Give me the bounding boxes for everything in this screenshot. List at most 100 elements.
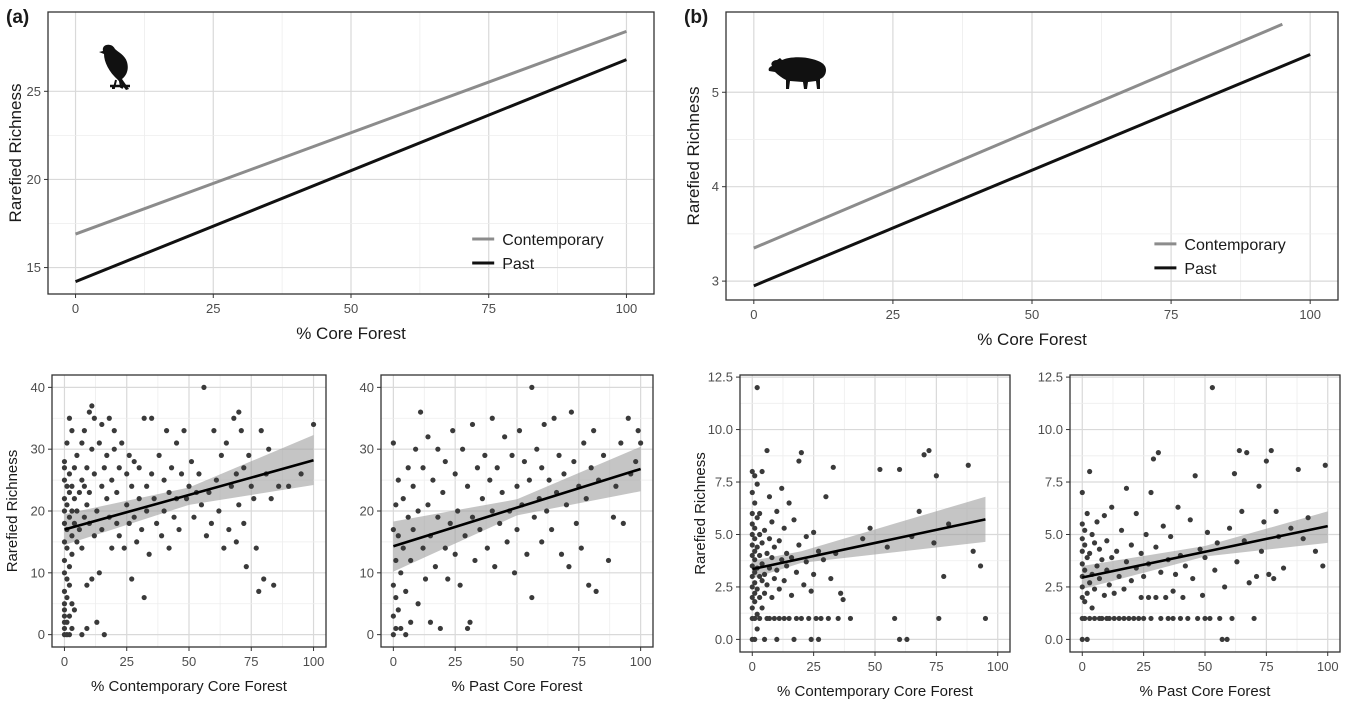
data-point-148 <box>233 539 239 545</box>
data-point-103 <box>828 575 834 582</box>
data-point-24 <box>413 446 419 452</box>
data-point-35 <box>757 594 763 601</box>
data-point-13 <box>398 570 404 576</box>
data-point-42 <box>759 561 765 567</box>
data-point-6 <box>1079 548 1085 554</box>
data-point-145 <box>228 483 234 489</box>
data-point-144 <box>226 526 232 533</box>
data-point-106 <box>835 615 841 622</box>
data-point-115 <box>1244 450 1250 456</box>
data-point-18 <box>405 514 411 520</box>
data-point-62 <box>484 545 490 551</box>
data-point-17 <box>403 588 409 594</box>
data-point-56 <box>469 421 476 428</box>
data-point-132 <box>196 471 202 477</box>
data-point-36 <box>757 573 763 580</box>
data-point-106 <box>144 483 150 489</box>
data-point-130 <box>982 615 989 622</box>
data-point-136 <box>206 489 212 496</box>
data-point-60 <box>771 615 777 622</box>
data-point-53 <box>81 514 87 520</box>
data-point-66 <box>776 615 782 622</box>
data-point-102 <box>825 615 831 622</box>
data-point-58 <box>84 502 90 508</box>
data-point-74 <box>99 526 105 533</box>
data-point-91 <box>806 615 812 622</box>
x-tick-label-2: 50 <box>1025 307 1039 322</box>
data-point-97 <box>815 636 822 643</box>
data-point-93 <box>1192 473 1198 479</box>
data-point-115 <box>613 483 619 489</box>
y-axis-title: Rarefied Richness <box>684 87 703 226</box>
data-point-98 <box>131 458 137 465</box>
data-point-95 <box>811 529 817 535</box>
data-point-67 <box>776 586 782 592</box>
data-point-89 <box>116 533 122 539</box>
data-point-37 <box>1101 512 1107 519</box>
data-point-6 <box>393 594 399 601</box>
data-point-130 <box>1295 466 1301 473</box>
data-point-96 <box>558 551 565 557</box>
data-point-77 <box>516 428 523 434</box>
chart-b-bottom-left: 0 25 50 75 100 0.0 2.5 5.0 7.5 10.0 12.5 % Contempo… <box>692 370 1011 700</box>
data-point-68 <box>497 520 503 526</box>
data-point-132 <box>1305 515 1311 521</box>
y-tick-label-1: 10 <box>360 565 374 580</box>
data-point-4 <box>390 440 396 446</box>
fit-line <box>64 459 314 531</box>
data-point-121 <box>635 428 641 434</box>
data-point-104 <box>141 415 147 421</box>
data-point-5 <box>393 625 399 632</box>
data-point-50 <box>79 545 85 551</box>
x-tick-label-0: 0 <box>390 654 397 669</box>
data-point-19 <box>405 465 411 471</box>
data-point-63 <box>89 576 95 582</box>
data-point-158 <box>253 545 259 551</box>
data-point-4 <box>749 584 755 590</box>
data-point-16 <box>752 599 758 605</box>
data-point-91 <box>1187 517 1193 523</box>
data-point-28 <box>66 564 73 570</box>
x-tick-label-2: 50 <box>182 654 196 669</box>
data-point-57 <box>769 594 775 601</box>
data-point-110 <box>593 588 599 594</box>
data-point-23 <box>1089 605 1095 611</box>
data-point-38 <box>69 483 75 489</box>
data-point-2 <box>390 582 396 588</box>
data-point-48 <box>1116 615 1122 622</box>
data-point-84 <box>796 542 802 548</box>
data-point-10 <box>749 521 755 527</box>
data-point-73 <box>509 452 515 458</box>
data-point-13 <box>1082 542 1088 548</box>
data-point-112 <box>1236 447 1242 454</box>
data-point-89 <box>803 559 809 565</box>
data-point-126 <box>1273 508 1279 515</box>
data-point-3 <box>1079 584 1085 590</box>
data-point-18 <box>752 580 758 586</box>
data-point-41 <box>71 520 78 526</box>
data-point-108 <box>588 465 594 471</box>
data-point-5 <box>1079 561 1085 567</box>
data-point-69 <box>1148 615 1154 622</box>
data-point-73 <box>1153 544 1159 550</box>
data-point-92 <box>808 636 814 643</box>
data-point-58 <box>769 554 775 561</box>
data-point-109 <box>1229 615 1235 622</box>
series-line-past <box>753 53 1311 288</box>
data-point-32 <box>1096 575 1103 582</box>
data-point-61 <box>482 452 488 458</box>
data-point-76 <box>101 632 107 638</box>
data-point-85 <box>1175 504 1181 510</box>
x-tick-label-4: 100 <box>1299 307 1321 322</box>
data-point-110 <box>149 471 155 477</box>
y-tick-label-5: 12.5 <box>1038 370 1063 385</box>
data-point-93 <box>124 471 130 477</box>
data-point-127 <box>183 496 190 502</box>
data-point-113 <box>605 557 612 564</box>
data-point-33 <box>427 619 434 625</box>
data-point-60 <box>86 409 92 415</box>
data-point-7 <box>749 552 755 559</box>
data-point-7 <box>393 557 399 564</box>
data-point-123 <box>1266 571 1272 577</box>
data-point-128 <box>1280 565 1287 571</box>
